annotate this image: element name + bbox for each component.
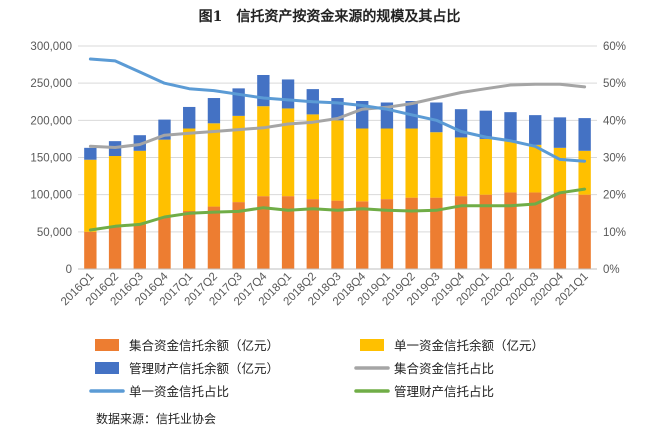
bar-segment: [257, 74, 270, 107]
bar-segment: [257, 106, 270, 197]
bar-segment: [306, 114, 319, 200]
legend-label: 管理财产信托余额（亿元）: [129, 361, 279, 376]
bar-segment: [207, 98, 221, 124]
y-right-tick-label: 40%: [603, 115, 626, 127]
y-left-tick-label: 300,000: [30, 41, 72, 53]
bar-segment: [454, 137, 468, 197]
y-right-tick-label: 50%: [603, 78, 626, 90]
bar-segment: [479, 110, 492, 139]
bar-segment: [454, 196, 468, 269]
bar-segment: [578, 118, 591, 151]
y-left-tick-label: 200,000: [30, 115, 72, 127]
bar-segment: [306, 199, 319, 269]
bar-segment: [84, 231, 97, 269]
bar-segment: [356, 201, 369, 269]
bar-segment: [84, 159, 97, 232]
y-right-tick-label: 20%: [603, 190, 626, 202]
bar-segment: [529, 192, 542, 269]
legend-swatch: [360, 339, 384, 351]
y-right-tick-label: 10%: [603, 227, 626, 239]
bar-segment: [380, 128, 394, 200]
bar-segment: [430, 132, 443, 198]
bar-segment: [504, 192, 517, 269]
bar-segment: [183, 128, 196, 212]
bar-segment: [553, 192, 567, 269]
bar-segment: [430, 197, 443, 269]
bar-segment: [158, 216, 171, 269]
y-left-tick-label: 0: [66, 264, 72, 276]
bar-segment: [108, 156, 122, 228]
series-line: [88, 57, 587, 163]
series-line: [88, 187, 587, 232]
bar-segment: [331, 200, 344, 269]
bar-segment: [207, 206, 221, 269]
bar-segment: [232, 202, 245, 269]
bar-segment: [553, 117, 567, 148]
bar-segment: [281, 196, 295, 269]
legend-swatch: [95, 362, 119, 374]
bar-segment: [133, 224, 146, 269]
bar-segment: [108, 227, 122, 269]
chart-title: 图1 信托资产按资金来源的规模及其占比: [198, 9, 461, 25]
series-line: [88, 82, 587, 149]
bar-segment: [479, 194, 492, 269]
bar-segment: [380, 199, 394, 269]
y-left-tick-label: 250,000: [30, 78, 72, 90]
bar-segment: [504, 112, 517, 141]
bar-segment: [479, 138, 492, 195]
bar-segment: [158, 139, 171, 217]
bar-segment: [257, 196, 270, 269]
bar-segment: [356, 128, 369, 202]
bar-segment: [281, 108, 295, 197]
bar-segment: [183, 211, 196, 269]
chart-svg: 0 50,000 100,000 150,000 200,000 250,000 300,0…: [30, 41, 626, 399]
bar-segment: [183, 106, 196, 129]
bar-segment: [405, 128, 418, 198]
legend-label: 集合资金信托占比: [394, 361, 494, 376]
bar-segment: [84, 147, 97, 160]
bar-segment: [430, 102, 443, 133]
bar-segment: [529, 144, 542, 193]
y-right-tick-label: 0%: [603, 264, 620, 276]
source-note: 数据来源：信托业协会: [96, 412, 217, 426]
bar-segment: [529, 115, 542, 145]
bar-segment: [553, 147, 567, 193]
legend-label: 管理财产信托占比: [394, 384, 494, 399]
bar-segment: [207, 123, 221, 207]
bar-segment: [281, 79, 295, 109]
legend-label: 单一资金信托占比: [129, 384, 229, 399]
legend-label: 集合资金信托余额（亿元）: [129, 338, 279, 353]
bar-segment: [578, 194, 591, 269]
y-left-tick-label: 50,000: [37, 227, 72, 239]
y-right-tick-label: 60%: [603, 41, 626, 53]
y-left-tick-label: 100,000: [30, 190, 72, 202]
bar-segment: [133, 150, 146, 225]
bar-segment: [232, 115, 245, 203]
y-left-tick-label: 150,000: [30, 153, 72, 165]
bar-segment: [504, 140, 517, 193]
y-right-tick-label: 30%: [603, 153, 626, 165]
legend-label: 单一资金信托余额（亿元）: [394, 338, 544, 353]
bar-segment: [405, 197, 418, 269]
legend-swatch: [95, 339, 119, 351]
bar-segment: [331, 120, 344, 201]
